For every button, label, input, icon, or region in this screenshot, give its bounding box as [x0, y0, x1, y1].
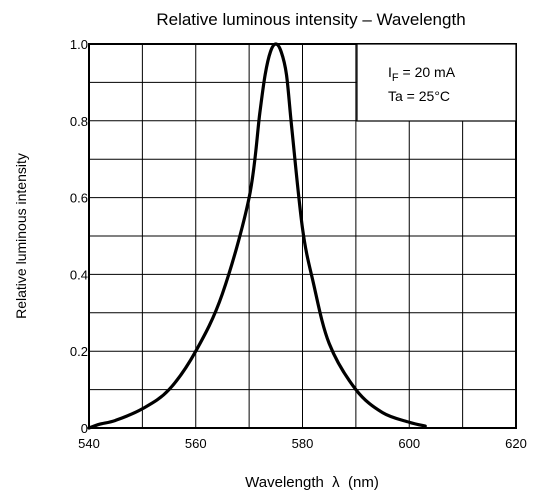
x-axis-tick-labels: 540 560 580 600 620 [78, 436, 527, 451]
plot-frame [88, 43, 517, 429]
y-axis-label: Relative luminous intensity [13, 153, 29, 319]
y-tick-label: 0.6 [70, 191, 88, 206]
y-tick-label: 0.4 [70, 267, 88, 282]
series-line-spectrum [87, 42, 427, 430]
x-tick-label: 580 [292, 436, 314, 451]
y-axis-tick-labels: 0 0.2 0.4 0.6 0.8 1.0 [70, 37, 88, 436]
y-tick-label: 1.0 [70, 37, 88, 52]
x-tick-label: 620 [505, 436, 527, 451]
condition-current: IF = 20 mA [388, 64, 456, 84]
y-tick-label: 0 [81, 421, 88, 436]
grid-lines [89, 44, 516, 428]
x-tick-label: 540 [78, 436, 100, 451]
x-axis-label: Wavelength λ (nm) [245, 474, 379, 491]
chart-title: Relative luminous intensity – Wavelength [156, 10, 465, 29]
x-tick-label: 560 [185, 436, 207, 451]
x-tick-label: 600 [398, 436, 420, 451]
y-tick-label: 0.2 [70, 344, 88, 359]
conditions-box [356, 43, 517, 122]
condition-temperature: Ta = 25°C [388, 88, 450, 104]
y-tick-label: 0.8 [70, 114, 88, 129]
